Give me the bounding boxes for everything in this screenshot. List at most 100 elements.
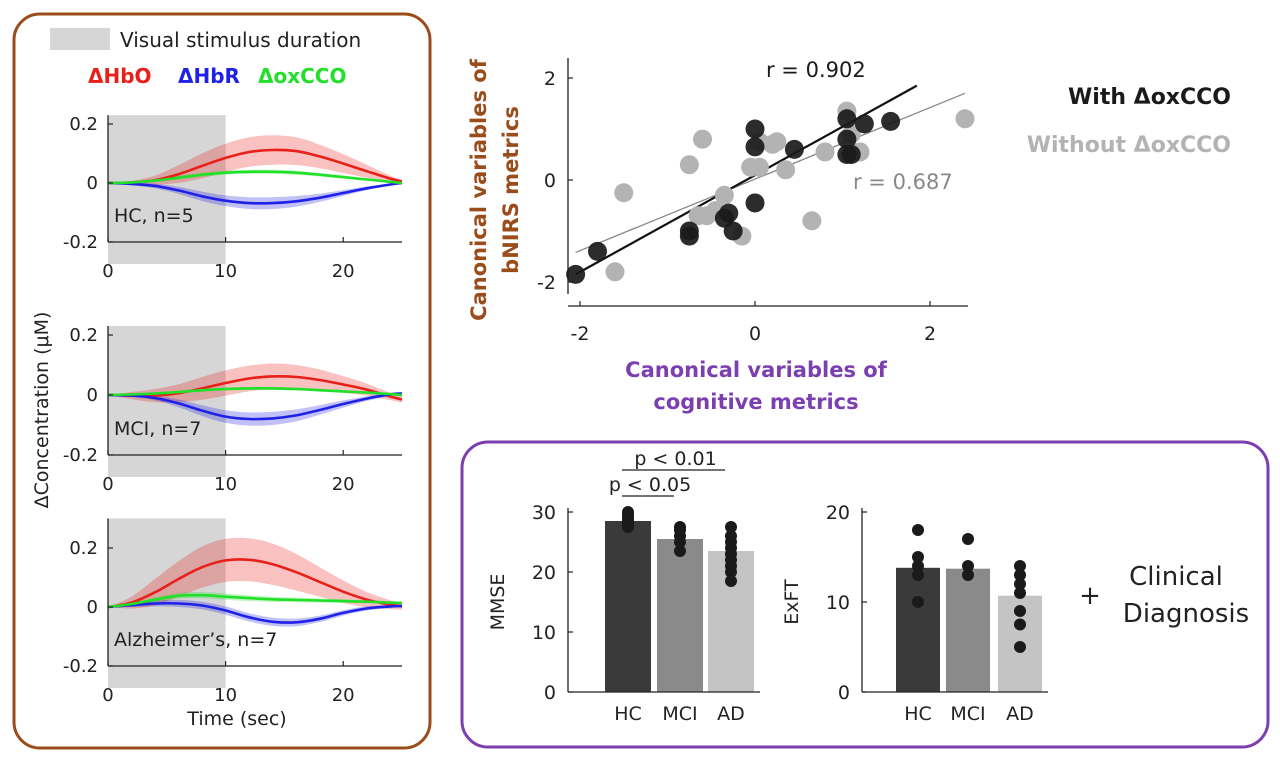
scatter-point [815,142,835,162]
subject-point [962,560,974,572]
scatter-point [723,221,743,241]
x-tick-label: 20 [332,261,355,282]
y-tick-label: 0.2 [69,538,98,559]
category-label: AD [717,703,745,725]
fit-line-without_points [575,92,966,254]
oxcco-line [107,170,403,185]
scatter-xlabel-line1: Canonical variables of [625,358,888,382]
right-panel-frame [460,440,1270,749]
r-with-label: r = 0.902 [766,58,866,82]
bar-chart-exft: 0 10 20 HC MCI AD ExFT [781,502,1048,725]
scatter-point [745,193,765,213]
legend-without-oxcco: Without ΔoxCCO [1027,133,1231,158]
oxcco-line [107,593,403,609]
subject-point [622,521,634,533]
y-tick-label: -2 [537,272,556,294]
y-tick-label: -0.2 [63,232,98,253]
oxcco-line [107,387,403,397]
subject-point [674,545,686,557]
y-tick-label: 2 [544,68,556,90]
y-tick-label: 10 [826,592,850,614]
scatter-point [679,226,699,246]
category-label: HC [614,703,642,725]
y-tick-label: 30 [532,502,556,524]
y-tick-label: 0 [87,597,98,618]
hbr-line [107,392,403,421]
scatter-point [837,109,857,129]
scatter-point [693,129,712,149]
legend-hbo: ΔHbO [88,64,152,88]
hbr-line [107,181,403,205]
scatter-point [837,129,857,149]
subject-point [962,533,974,545]
subject-point [725,575,737,587]
scatter-point [955,109,975,129]
scatter-ylabel-line1: Canonical variables of [467,58,491,321]
subject-point [1014,578,1026,590]
x-tick-label: 20 [332,685,355,706]
scatter-point [784,139,804,159]
subject-point [674,536,686,548]
legend-hbr: ΔHbR [178,64,240,88]
scatter-point [745,137,765,157]
legend-oxcco: ΔoxCCO [258,64,346,88]
scatter-point [763,134,782,154]
group-label: HC, n=5 [114,205,194,227]
bar-mci [946,568,990,692]
left-ylabel: ΔConcentration (μM) [31,312,53,509]
plus-sign: + [1079,581,1101,611]
y-tick-label: 0.2 [69,325,98,346]
subject-point [1014,560,1026,572]
scatter-point [688,206,708,226]
scatter-ylabel-line2: bNIRS metrics [499,106,523,274]
hbr-sem-band [108,182,402,210]
y-tick-label: 0 [87,385,98,406]
category-label: MCI [662,703,697,725]
bar-hc [605,521,651,692]
x-tick-label: 10 [214,685,237,706]
category-label: AD [1006,703,1034,725]
hbr-sem-band [108,392,402,426]
bar-ylabel: MMSE [487,574,509,631]
left-xlabel: Time (sec) [186,708,286,730]
subject-point [912,524,924,536]
left-panel-frame [12,12,432,750]
stimulus-legend-label: Visual stimulus duration [120,28,361,52]
x-tick-label: 0 [102,261,113,282]
x-tick-label: 0 [749,323,761,345]
subject-point [912,596,924,608]
subject-point [1014,587,1026,599]
subject-point [725,566,737,578]
r-without-label: r = 0.687 [853,170,953,194]
scatter-point [714,185,734,205]
scatter-point [802,211,822,231]
scatter-point [614,183,634,203]
x-tick-label: -2 [571,323,590,345]
legend-with-oxcco: With ΔoxCCO [1068,85,1231,110]
x-tick-label: 2 [924,323,936,345]
y-tick-label: 10 [532,622,556,644]
subject-point [1014,641,1026,653]
subject-point [725,521,737,533]
y-tick-label: -0.2 [63,445,98,466]
subject-point [912,560,924,572]
subject-point [1014,605,1026,617]
right-panel: 0 10 20 30 HC MCI AD MMSE p < 0.05 p < 0.01 0 10 20… [460,440,1270,749]
bar-mci [657,539,703,692]
hbo-line [107,558,403,609]
bar-chart-mmse: 0 10 20 30 HC MCI AD MMSE p < 0.05 p < 0.01 [487,448,760,725]
y-tick-label: 0 [544,170,556,192]
scatter-xlabel-line2: cognitive metrics [653,390,858,414]
stimulus-legend-swatch [50,28,110,50]
x-tick-label: 10 [214,261,237,282]
y-tick-label: 0 [87,173,98,194]
y-tick-label: 0.2 [69,114,98,135]
y-tick-label: -0.2 [63,656,98,677]
subject-point [912,551,924,563]
hbr-line [107,601,403,624]
clinical-diagnosis-line1: Clinical [1129,562,1223,592]
y-tick-label: 0 [544,682,556,704]
